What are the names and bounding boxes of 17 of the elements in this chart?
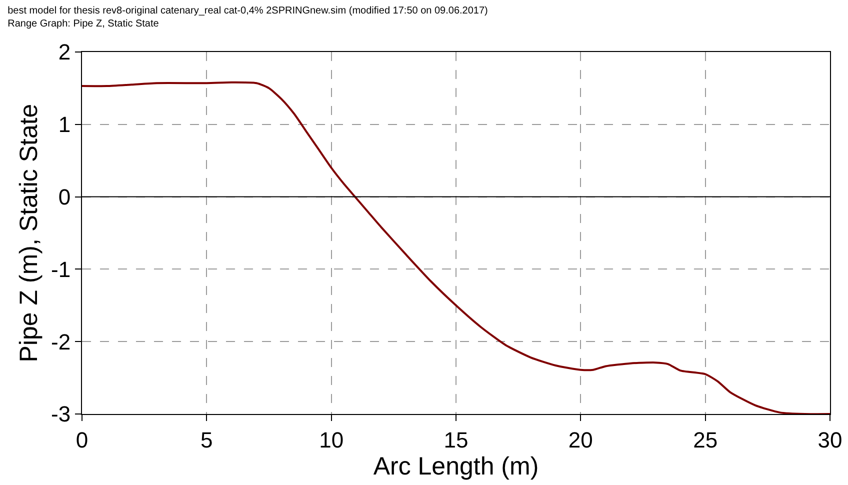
x-tick-label: 25 [693,427,718,452]
x-tick-label: 15 [444,427,468,452]
y-tick-label: -2 [51,329,71,354]
y-tick-label: 1 [58,112,71,138]
y-tick-label: 2 [58,40,71,65]
x-tick-label: 30 [818,427,842,452]
y-tick-label: 0 [58,184,71,210]
x-axis-title: Arc Length (m) [373,452,539,480]
chart-subtitle: Range Graph: Pipe Z, Static State [8,18,160,30]
x-tick-label: 5 [200,427,213,452]
x-tick-label: 20 [568,427,593,452]
y-tick-label: -3 [51,402,71,427]
y-tick-label: -1 [51,256,71,282]
y-axis-title: Pipe Z (m), Static State [14,104,43,362]
x-tick-label: 0 [76,427,88,452]
chart-title: best model for thesis rev8-original catenary_real cat-0,4% 2SPRINGnew.sim (modified 17:50 on 09.06.2017) [8,6,488,17]
x-tick-label: 10 [319,427,344,452]
